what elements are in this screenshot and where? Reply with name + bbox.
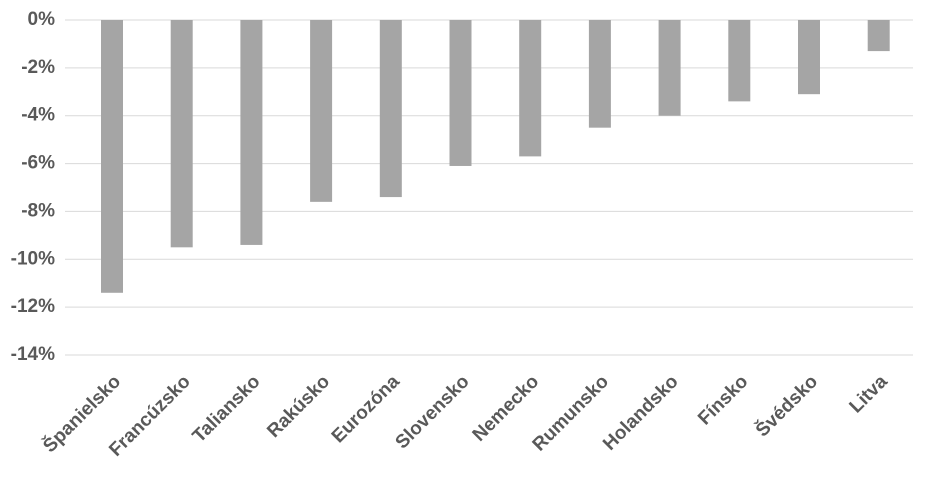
bar — [519, 20, 542, 157]
x-tick-label: Švédsko — [751, 371, 822, 442]
x-tick-label: Slovensko — [392, 371, 474, 453]
x-tick-label: Rakúsko — [263, 371, 334, 442]
bar — [240, 20, 263, 245]
y-tick-label: -14% — [11, 344, 55, 365]
y-tick-label: -12% — [11, 296, 55, 317]
x-tick-label: Rumunsko — [529, 371, 613, 455]
bar — [101, 20, 123, 293]
bar — [310, 20, 333, 202]
bar — [658, 20, 681, 116]
bar — [449, 20, 472, 166]
y-tick-label: -10% — [11, 248, 55, 269]
y-tick-label: -6% — [21, 153, 55, 174]
y-tick-label: -4% — [21, 105, 55, 126]
bar — [170, 20, 193, 248]
bar — [798, 20, 820, 95]
x-tick-label: Taliansko — [189, 371, 265, 447]
x-tick-label: Litva — [846, 371, 893, 418]
x-tick-label: Fínsko — [694, 371, 752, 429]
y-tick-label: 0% — [28, 9, 56, 30]
bar — [867, 20, 890, 52]
bar — [728, 20, 751, 102]
x-tick-label: Nemecko — [469, 371, 544, 446]
bar — [379, 20, 402, 198]
x-tick-label: Holandsko — [599, 371, 683, 455]
bar — [588, 20, 611, 128]
y-tick-label: -2% — [21, 57, 55, 78]
x-tick-label: Eurozóna — [328, 371, 404, 447]
y-tick-label: -8% — [21, 200, 55, 221]
